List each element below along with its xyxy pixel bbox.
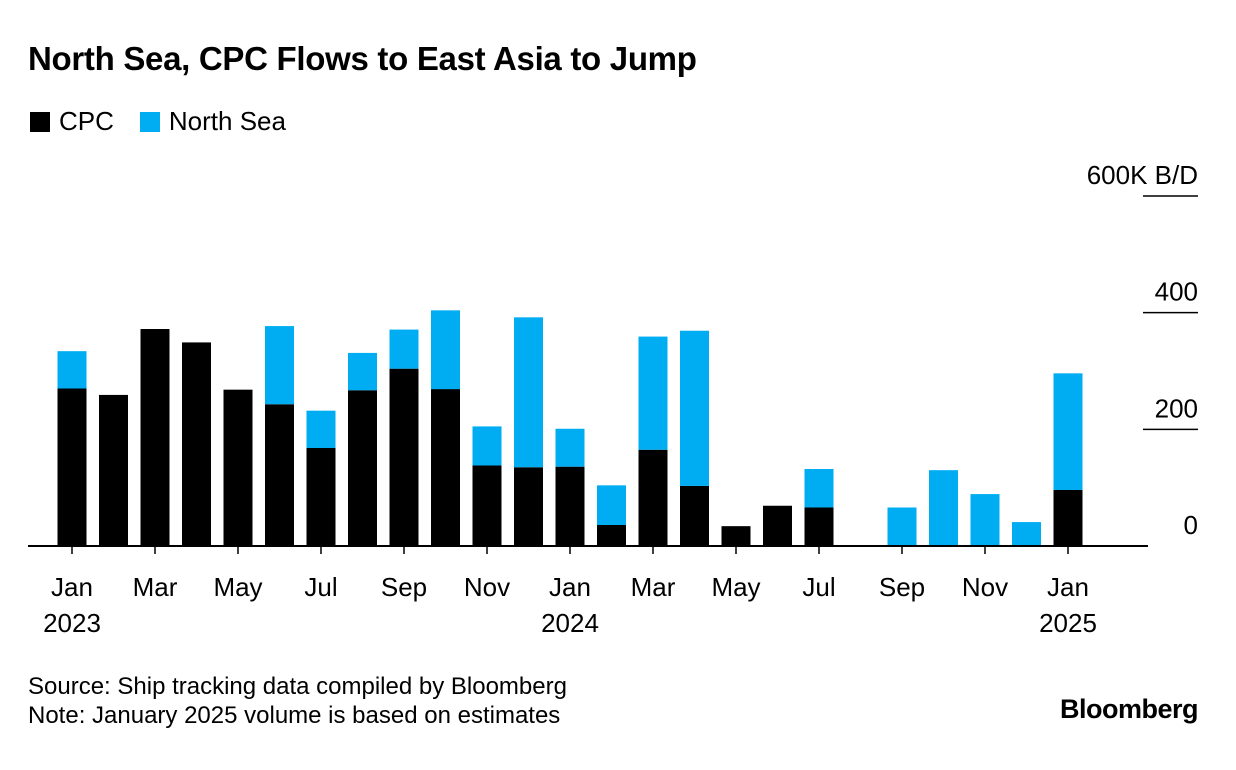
x-tick-label-22: Nov xyxy=(962,572,1008,602)
bar-north-sea-23 xyxy=(1012,522,1041,546)
bar-north-sea-8 xyxy=(389,329,419,369)
bar-cpc-13 xyxy=(597,525,626,546)
x-year-label-2025: 2025 xyxy=(1039,608,1097,638)
bar-cpc-11 xyxy=(514,467,543,546)
bar-cpc-3 xyxy=(182,342,211,546)
bar-cpc-5 xyxy=(265,404,294,546)
bar-north-sea-7 xyxy=(348,352,377,391)
x-tick-label-6: Jul xyxy=(304,572,337,602)
x-tick-label-8: Sep xyxy=(381,572,427,602)
bar-north-sea-9 xyxy=(431,310,460,390)
legend-swatch-north-sea xyxy=(139,111,160,132)
bar-north-sea-15 xyxy=(680,330,709,486)
x-tick-label-18: Jul xyxy=(802,572,835,602)
chart-plot: 0 200 400 600K B/D Jan 2023 Mar May Jul Sep Nov Jan… xyxy=(28,160,1198,638)
bloomberg-logo: Bloomberg xyxy=(1059,694,1199,724)
x-tick-label-16: May xyxy=(711,572,760,602)
x-tick-label-24: Jan xyxy=(1047,572,1089,602)
x-tick-label-14: Mar xyxy=(631,572,676,602)
bar-cpc-4 xyxy=(223,389,253,546)
bar-cpc-2 xyxy=(140,329,170,546)
bar-cpc-9 xyxy=(431,389,460,546)
bar-north-sea-24 xyxy=(1053,373,1083,490)
legend-label-cpc: CPC xyxy=(59,106,114,136)
x-tick-label-0: Jan xyxy=(51,572,93,602)
bar-cpc-6 xyxy=(306,448,336,546)
note-text: Note: January 2025 volume is based on es… xyxy=(28,702,561,729)
x-tick-label-20: Sep xyxy=(879,572,925,602)
y-tick-label-400: 400 xyxy=(1155,277,1198,307)
bar-cpc-18 xyxy=(804,507,834,546)
source-text: Source: Ship tracking data compiled by B… xyxy=(28,673,567,700)
legend-swatch-cpc xyxy=(30,111,50,132)
bar-north-sea-0 xyxy=(57,351,87,389)
bar-cpc-24 xyxy=(1053,490,1083,546)
bar-cpc-7 xyxy=(348,390,377,546)
bar-north-sea-21 xyxy=(929,470,958,546)
bar-north-sea-11 xyxy=(514,317,543,468)
legend: CPC North Sea xyxy=(30,106,312,137)
bar-north-sea-20 xyxy=(887,507,917,546)
bar-north-sea-13 xyxy=(597,485,626,525)
bar-cpc-17 xyxy=(763,505,792,546)
chart-title: North Sea, CPC Flows to East Asia to Jum… xyxy=(28,40,697,77)
bar-north-sea-10 xyxy=(472,426,502,466)
y-tick-label-200: 200 xyxy=(1155,393,1198,423)
legend-item-cpc: CPC xyxy=(30,106,114,137)
y-tick-label-0: 0 xyxy=(1184,510,1198,540)
bar-north-sea-14 xyxy=(638,336,668,450)
x-year-label-2023: 2023 xyxy=(43,608,101,638)
bar-cpc-8 xyxy=(389,368,419,546)
bar-cpc-12 xyxy=(555,466,585,546)
bar-cpc-10 xyxy=(472,465,502,546)
bar-cpc-15 xyxy=(680,485,709,546)
bar-cpc-16 xyxy=(721,526,751,546)
footer: Source: Ship tracking data compiled by B… xyxy=(28,672,567,730)
bar-cpc-1 xyxy=(99,394,128,546)
bar-north-sea-6 xyxy=(306,410,336,448)
x-tick-label-4: May xyxy=(213,572,262,602)
x-tick-label-12: Jan xyxy=(549,572,591,602)
bar-north-sea-22 xyxy=(970,494,1000,546)
bar-north-sea-18 xyxy=(804,469,834,508)
x-tick-label-10: Nov xyxy=(464,572,510,602)
bar-cpc-0 xyxy=(57,388,87,546)
bar-cpc-14 xyxy=(638,449,668,546)
bar-north-sea-5 xyxy=(265,326,294,405)
y-tick-label-600: 600K B/D xyxy=(1087,160,1198,190)
x-year-label-2024: 2024 xyxy=(541,608,599,638)
legend-item-north-sea: North Sea xyxy=(139,106,286,137)
x-tick-label-2: Mar xyxy=(133,572,178,602)
bar-north-sea-12 xyxy=(555,428,585,467)
legend-label-north-sea: North Sea xyxy=(168,106,286,136)
